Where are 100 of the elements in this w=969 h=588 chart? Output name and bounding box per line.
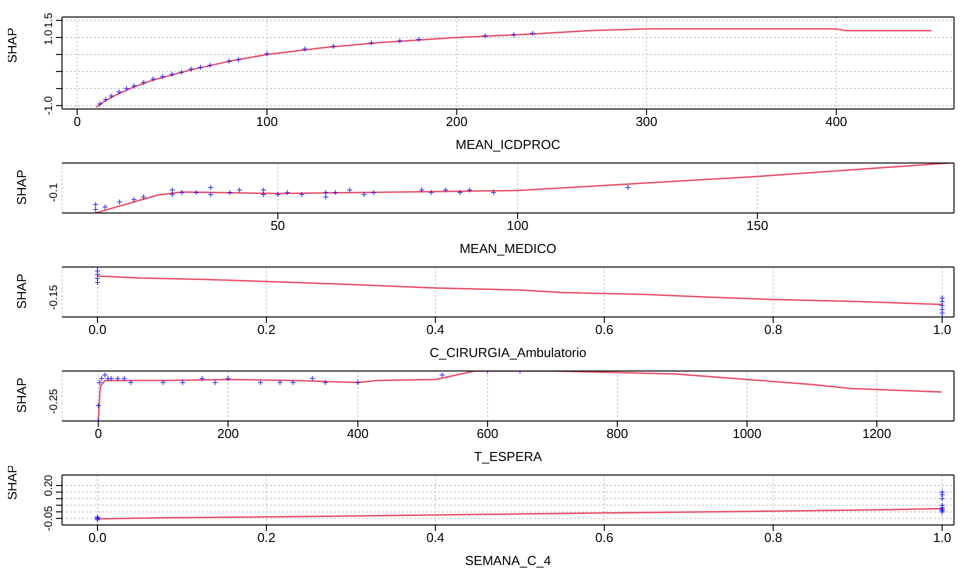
x-axis-title: MEAN_ICDPROC [456,137,560,152]
point [482,32,488,39]
point [442,187,449,193]
x-axis-title: T_ESPERA [474,449,542,464]
point [128,380,134,386]
point [439,372,446,378]
point [226,190,233,196]
point [140,79,147,86]
point [236,56,242,63]
line-series [95,28,932,108]
point [370,190,377,196]
x-tick-label: 0.6 [595,322,614,338]
x-tick-label: 1.0 [933,530,952,546]
x-tick-label: 0.6 [595,530,614,546]
x-tick-label: 0 [94,426,102,442]
point [354,380,361,386]
x-tick-label: 400 [346,426,369,442]
x-tick-label: 1.0 [933,322,952,338]
y-tick-label: 1.5 [43,12,55,28]
point [94,272,100,278]
point [94,280,100,286]
point [939,298,946,304]
point [178,190,185,196]
text: -0.1 [48,182,60,204]
point [193,190,200,196]
x-tick-label: 100 [256,114,278,130]
point [939,502,946,508]
point [225,376,232,382]
x-tick-label: 100 [506,218,528,234]
point [131,82,138,89]
point [114,376,121,382]
point [264,50,270,57]
point [178,69,185,76]
point [396,38,403,44]
x-tick-label: 400 [825,114,848,130]
point [260,192,266,198]
x-tick-label: 0 [74,114,81,130]
point [624,184,631,190]
x-tick-label: 1000 [732,426,762,442]
x-tick-label: 0.2 [257,322,276,338]
point [418,187,425,193]
point [130,196,137,202]
point [208,184,214,190]
point [332,190,338,196]
point [939,310,946,316]
point [322,380,328,386]
point [199,376,206,382]
point [530,30,536,36]
point [939,496,946,502]
point [92,202,99,208]
point [428,190,434,196]
point [105,376,112,382]
point [510,32,517,38]
point [92,206,99,212]
x-tick-label: 0.2 [257,530,276,546]
point [309,376,316,382]
point [96,380,103,386]
point [160,380,166,386]
point [102,372,108,378]
x-tick-label: 150 [746,218,768,234]
x-tick-label: 0.4 [426,530,444,546]
x-tick-label: 50 [270,218,286,234]
y-axis-title: SHAP [14,168,29,208]
point [169,187,176,193]
point [346,187,353,193]
point [140,194,147,200]
point [98,376,105,382]
x-tick-label: 0.8 [764,322,782,338]
point [102,204,108,210]
x-axis-title: C_CIRURGIA_Ambulatorio [430,345,586,360]
point [939,295,946,301]
point [274,192,281,198]
x-tick-label: 0.0 [88,530,107,546]
point [207,62,214,68]
x-tick-label: 800 [606,426,628,442]
point [939,492,946,498]
point [939,306,946,312]
point [108,376,114,382]
point [188,66,194,72]
point [94,268,100,274]
x-axis-title: SEMANA_C_4 [465,553,551,568]
point [939,489,946,496]
x-tick-label: 1200 [862,426,892,442]
point [284,190,290,196]
point [457,190,464,196]
x-axis-title: MEAN_MEDICO [460,241,556,256]
point [466,187,473,193]
point [276,380,283,386]
x-tick-label: 200 [446,114,468,130]
x-tick-label: 0.8 [764,530,782,546]
point [361,192,368,198]
point [169,192,176,198]
point [212,380,218,386]
point [208,192,214,198]
y-tick-label: 0.20 [43,474,55,496]
y-axis-title: SHAP [14,376,29,416]
point [260,187,266,193]
point [939,302,946,308]
point [298,192,305,198]
point [121,376,128,382]
